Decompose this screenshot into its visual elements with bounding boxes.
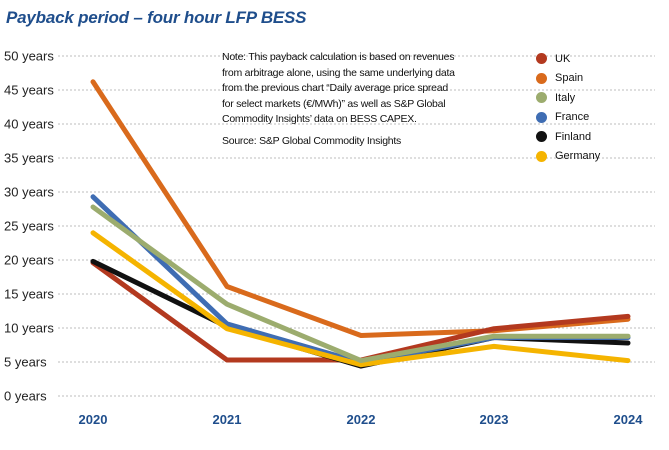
legend-label: Germany [555,150,601,163]
legend-item: Spain [536,69,600,89]
series-line-italy [90,204,631,364]
chart-note: Note: This payback calculation is based … [222,50,522,149]
legend-swatch [536,53,547,65]
legend-label: France [555,111,590,124]
x-tick-label: 2020 [79,412,108,427]
legend-swatch [536,72,547,84]
legend-swatch [536,131,547,143]
x-tick-label: 2023 [480,412,509,427]
y-tick-label: 30 years [4,185,54,200]
x-axis-ticks: 2020 2021 2022 2023 2024 [79,412,644,427]
y-tick-label: 5 years [4,355,47,370]
legend-swatch [536,92,547,104]
legend-label: Italy [555,91,576,104]
chart-title: Payback period – four hour LFP BESS [6,8,307,27]
y-tick-label: 40 years [4,117,54,132]
note-line: from arbitrage alone, using the same und… [222,66,455,79]
legend-label: Finland [555,130,592,143]
y-tick-label: 15 years [4,287,54,302]
gridlines [58,55,655,397]
y-axis-ticks: 0 years 5 years 10 years 15 years 20 years 25… [4,49,54,404]
x-tick-label: 2024 [614,412,644,427]
legend-label: Spain [555,72,584,85]
y-tick-label: 20 years [4,253,54,268]
legend-item: Germany [536,147,600,167]
y-tick-label: 0 years [4,389,47,404]
legend-item: Finland [536,127,600,147]
y-tick-label: 10 years [4,321,54,336]
legend-swatch [536,150,547,162]
x-tick-label: 2022 [347,412,376,427]
chart-source: Source: S&P Global Commodity Insights [222,134,402,147]
note-line: Note: This payback calculation is based … [222,51,455,63]
legend-item: UK [536,49,600,69]
y-tick-label: 45 years [4,83,54,98]
note-line: from the previous chart “Daily average p… [222,82,448,94]
note-line: for select markets (€/MWh)” as well as S… [222,97,446,110]
legend-item: France [536,108,600,128]
chart-legend: UK Spain Italy France Finland Germany [536,49,600,166]
legend-label: UK [555,52,571,65]
y-tick-label: 50 years [4,49,54,64]
y-tick-label: 35 years [4,151,54,166]
legend-swatch [536,111,547,123]
series-lines [90,79,631,369]
series-line-uk [90,260,631,363]
x-tick-label: 2021 [213,412,242,427]
series-line-germany [90,230,631,368]
note-line: Commodity Insights’ data on BESS CAPEX. [222,113,417,125]
legend-item: Italy [536,88,600,108]
y-tick-label: 25 years [4,219,54,234]
